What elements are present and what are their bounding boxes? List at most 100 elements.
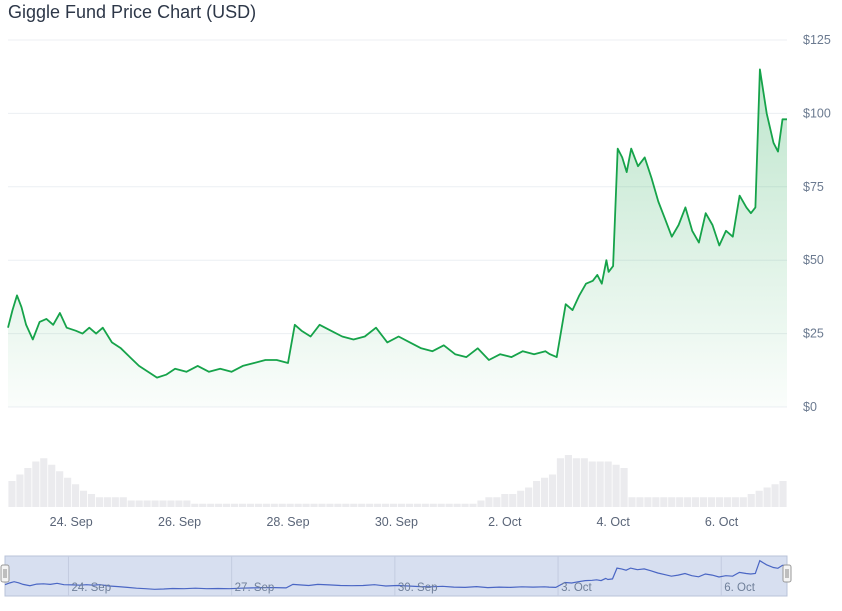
volume-bar (469, 503, 477, 507)
price-line[interactable] (7, 68, 787, 379)
navigator-window[interactable] (4, 555, 788, 597)
volume-bar (707, 497, 716, 507)
volume-bar (366, 503, 374, 507)
volume-bar (215, 503, 223, 507)
volume-bar (596, 461, 604, 507)
navigator-tick-label: 27. Sep (235, 582, 275, 594)
volume-bar (405, 503, 413, 507)
volume-bar (350, 503, 358, 507)
volume-bar (48, 464, 56, 507)
volume-bar (374, 503, 382, 507)
y-tick-label: $50 (803, 253, 824, 267)
navigator-line (4, 559, 787, 590)
volume-bar (755, 490, 763, 507)
volume-bar (342, 503, 350, 507)
x-tick-label: 2. Oct (488, 515, 522, 529)
navigator-right-handle[interactable] (782, 564, 792, 583)
volume-bar (739, 497, 747, 507)
volume-bar (533, 481, 541, 507)
volume-bar (715, 497, 724, 507)
x-tick-label: 26. Sep (158, 515, 201, 529)
volume-bar (763, 487, 771, 507)
volume-bar (103, 497, 111, 507)
volume-bar (183, 500, 191, 507)
volume-bar (16, 474, 24, 507)
volume-bar (461, 503, 469, 507)
volume-bar (644, 497, 652, 507)
volume-bar (143, 500, 151, 507)
volume-bar (437, 503, 445, 507)
volume-bar (207, 503, 215, 507)
volume-bar (87, 494, 96, 507)
y-tick-label: $125 (803, 33, 831, 47)
x-tick-label: 6. Oct (705, 515, 739, 529)
volume-bar (548, 474, 557, 507)
volume-bar (604, 461, 612, 507)
volume-bar (389, 503, 398, 507)
y-tick-label: $100 (803, 106, 831, 120)
navigator: 24. Sep 27. Sep 30. Sep 3. Oct 6. Oct (0, 555, 792, 597)
x-tick-label: 30. Sep (375, 515, 418, 529)
volume-bar (612, 464, 620, 507)
x-tick-label: 4. Oct (596, 515, 630, 529)
volume-bar (676, 497, 684, 507)
chart-title: Giggle Fund Price Chart (USD) (8, 2, 257, 22)
volume-bar (111, 497, 119, 507)
volume-bar (493, 497, 501, 507)
volume-bar (699, 497, 708, 507)
volume-bar (270, 503, 278, 507)
navigator-tick-label: 3. Oct (561, 582, 592, 594)
volume-bar (660, 497, 668, 507)
volume-bar (175, 500, 183, 507)
volume-bar (636, 497, 644, 507)
navigator-labels: 24. Sep 27. Sep 30. Sep 3. Oct 6. Oct (71, 582, 755, 594)
volume-bar (191, 503, 199, 507)
volume-bar (262, 503, 270, 507)
volume-bar (151, 500, 159, 507)
volume-bar (747, 494, 755, 507)
navigator-tick-label: 30. Sep (398, 582, 438, 594)
volume-bar (286, 503, 294, 507)
y-tick-label: $25 (803, 327, 824, 341)
volume-bar (254, 503, 262, 507)
navigator-left-handle[interactable] (0, 564, 10, 583)
volume-bars (8, 455, 787, 507)
volume-bar (652, 497, 660, 507)
x-axis-labels: 24. Sep 26. Sep 28. Sep 30. Sep 2. Oct 4. Oct… (50, 515, 739, 529)
volume-bar (429, 503, 437, 507)
volume-bar (517, 490, 525, 507)
volume-bar (779, 481, 787, 507)
volume-bar (556, 458, 565, 507)
volume-bar (731, 497, 739, 507)
volume-bar (135, 500, 143, 507)
volume-bar (302, 503, 310, 507)
volume-bar (71, 484, 80, 507)
volume-bar (501, 494, 509, 507)
volume-bar (79, 490, 88, 507)
volume-bar (40, 458, 48, 507)
volume-bar (525, 487, 533, 507)
volume-bar (540, 477, 549, 507)
navigator-tick-label: 6. Oct (724, 582, 755, 594)
volume-bar (32, 461, 40, 507)
volume-bar (485, 497, 493, 507)
volume-bar (230, 503, 239, 507)
volume-bar (223, 503, 231, 507)
volume-bar (56, 471, 64, 507)
volume-bar (159, 500, 167, 507)
volume-bar (564, 455, 572, 507)
volume-bar (509, 494, 517, 507)
volume-bar (24, 468, 32, 507)
volume-bar (127, 500, 135, 507)
volume-bar (119, 497, 127, 507)
y-axis-labels: $0 $25 $50 $75 $100 $125 (803, 33, 831, 414)
x-tick-label: 24. Sep (50, 515, 93, 529)
volume-bar (310, 503, 318, 507)
volume-bar (588, 461, 596, 507)
volume-bar (397, 503, 406, 507)
volume-bar (421, 503, 429, 507)
volume-bar (278, 503, 286, 507)
y-tick-label: $75 (803, 180, 824, 194)
volume-bar (64, 477, 72, 507)
